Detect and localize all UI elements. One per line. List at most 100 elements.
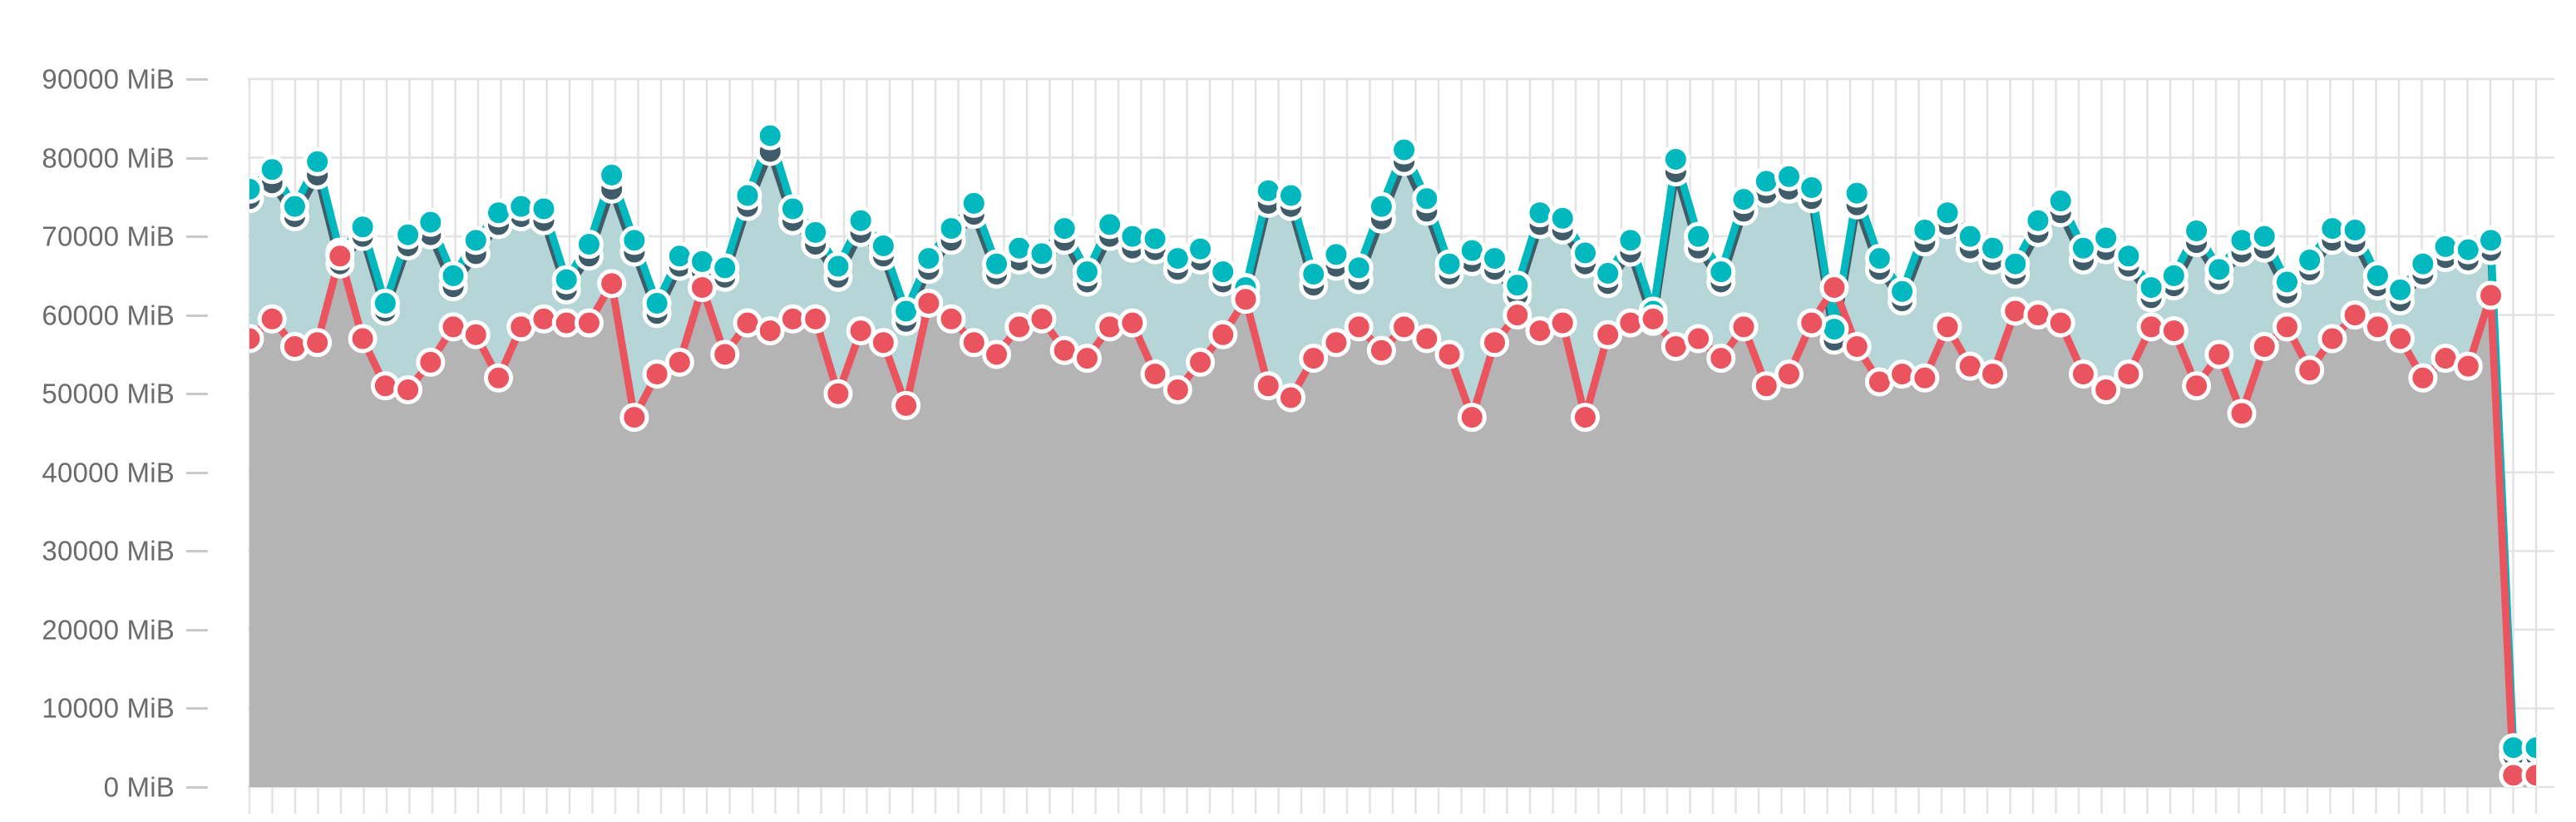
data-point-total bbox=[1729, 185, 1759, 215]
data-point-total bbox=[982, 249, 1012, 279]
data-point-total bbox=[597, 160, 627, 190]
data-point-total bbox=[2340, 215, 2370, 245]
data-point-available bbox=[1253, 371, 1283, 401]
data-point-total bbox=[1932, 198, 1962, 228]
data-point-total bbox=[1593, 259, 1623, 289]
data-point-available bbox=[1797, 308, 1827, 338]
data-point-available bbox=[1118, 308, 1147, 338]
data-point-available bbox=[1842, 331, 1872, 361]
data-point-available bbox=[2476, 280, 2506, 310]
data-point-available bbox=[1570, 403, 1600, 433]
data-point-available bbox=[1503, 300, 1532, 330]
data-point-total bbox=[2362, 260, 2392, 290]
data-point-available bbox=[1457, 403, 1487, 433]
data-point-total bbox=[257, 155, 287, 185]
data-point-available bbox=[1706, 344, 1736, 374]
data-point-total bbox=[1797, 172, 1827, 202]
data-point-total bbox=[1480, 244, 1510, 274]
data-point-total bbox=[1049, 214, 1079, 244]
series-area-fills bbox=[249, 136, 2536, 787]
data-point-available bbox=[574, 308, 604, 338]
data-point-total bbox=[1547, 203, 1577, 233]
data-point-available bbox=[1208, 319, 1238, 349]
data-point-total bbox=[1276, 181, 1305, 210]
data-point-total bbox=[348, 212, 378, 242]
data-point-available bbox=[936, 304, 966, 334]
data-point-total bbox=[416, 207, 446, 237]
data-point-available bbox=[1729, 312, 1759, 342]
data-point-total bbox=[574, 230, 604, 260]
data-point-total bbox=[710, 253, 740, 283]
data-point-total bbox=[529, 194, 559, 224]
data-point-available bbox=[2295, 355, 2325, 385]
data-point-available bbox=[1140, 359, 1170, 389]
data-point-available bbox=[1932, 312, 1962, 342]
data-point-total bbox=[1910, 215, 1940, 245]
data-point-total bbox=[1888, 276, 1917, 306]
data-point-total bbox=[1661, 144, 1690, 174]
data-point-available bbox=[348, 324, 378, 354]
data-point-total bbox=[2476, 225, 2506, 255]
data-point-total bbox=[2249, 221, 2279, 251]
data-point-total bbox=[936, 214, 966, 244]
data-point-available bbox=[1434, 339, 1464, 369]
data-point-available bbox=[325, 241, 355, 271]
data-point-available bbox=[2521, 760, 2536, 787]
data-point-total bbox=[1140, 224, 1170, 254]
data-point-available bbox=[2227, 399, 2257, 428]
data-point-available bbox=[1593, 319, 1623, 349]
data-point-available bbox=[2091, 374, 2121, 404]
data-point-total bbox=[303, 146, 333, 176]
data-point-total bbox=[1027, 239, 1057, 269]
data-point-available bbox=[1366, 335, 1396, 365]
series-markers bbox=[249, 121, 2536, 787]
data-point-available bbox=[823, 379, 853, 409]
data-point-total bbox=[279, 191, 309, 221]
data-point-available bbox=[1276, 383, 1305, 413]
data-point-total bbox=[1864, 244, 1894, 274]
data-point-available bbox=[2453, 351, 2483, 381]
data-point-available bbox=[2272, 312, 2302, 342]
data-point-total bbox=[461, 225, 491, 255]
data-point-total bbox=[1706, 257, 1736, 287]
data-point-available bbox=[303, 328, 333, 358]
data-point-available bbox=[688, 273, 718, 303]
data-point-total bbox=[868, 230, 898, 260]
data-point-total bbox=[1072, 257, 1102, 287]
data-point-available bbox=[1774, 359, 1804, 389]
data-point-total bbox=[2408, 249, 2438, 279]
data-point-available bbox=[2386, 324, 2416, 354]
data-point-total bbox=[1299, 259, 1329, 289]
data-point-available bbox=[461, 319, 491, 349]
data-point-available bbox=[642, 359, 672, 389]
data-point-total bbox=[2272, 267, 2302, 297]
data-point-available bbox=[1344, 312, 1374, 342]
data-point-total bbox=[1774, 161, 1804, 191]
data-point-available bbox=[257, 304, 287, 334]
data-point-total bbox=[1955, 221, 1985, 251]
data-point-total bbox=[370, 288, 400, 318]
data-point-total bbox=[2091, 223, 2121, 253]
data-point-total bbox=[619, 225, 649, 255]
data-point-available bbox=[982, 339, 1012, 369]
data-point-available bbox=[1751, 371, 1781, 401]
data-point-total bbox=[2386, 275, 2416, 305]
data-point-available bbox=[868, 328, 898, 358]
data-point-available bbox=[1910, 363, 1940, 393]
data-point-total bbox=[2204, 255, 2234, 285]
data-point-available bbox=[2068, 359, 2098, 389]
data-point-available bbox=[1978, 359, 2008, 389]
data-point-total bbox=[1208, 257, 1238, 287]
data-point-available bbox=[1162, 374, 1192, 404]
data-point-available bbox=[393, 374, 423, 404]
data-point-available bbox=[416, 347, 446, 377]
data-point-total bbox=[1366, 191, 1396, 221]
data-point-available bbox=[2317, 324, 2347, 354]
data-point-total bbox=[2295, 245, 2325, 275]
data-point-available bbox=[2340, 300, 2370, 330]
data-point-total bbox=[1978, 233, 2008, 263]
data-point-available bbox=[914, 288, 944, 318]
data-point-available bbox=[959, 328, 989, 358]
data-point-available bbox=[1638, 304, 1668, 334]
data-point-available bbox=[2362, 312, 2392, 342]
